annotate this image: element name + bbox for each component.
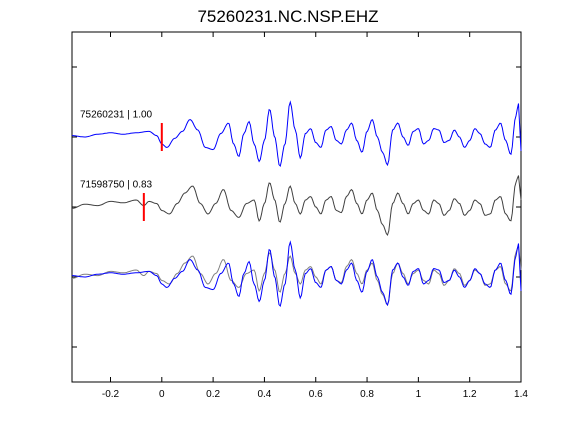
x-tick-label: 1 xyxy=(416,389,422,400)
template-trace xyxy=(72,100,522,167)
x-tick-label: 0.4 xyxy=(257,389,271,400)
x-tick-label: 0.2 xyxy=(206,389,220,400)
x-tick-label: 0 xyxy=(159,389,165,400)
x-tick-label: 1.2 xyxy=(463,389,477,400)
x-tick-label: -0.2 xyxy=(102,389,120,400)
chart-title: 75260231.NC.NSP.EHZ xyxy=(197,7,378,26)
x-tick-label: 0.8 xyxy=(360,389,374,400)
overlay-template-trace xyxy=(72,240,522,307)
waveform-traces xyxy=(71,100,522,307)
x-tick-label: 1.4 xyxy=(514,389,528,400)
axis-ticks: -0.2 0 0.2 0.4 0.6 0.8 1 1.2 1.4 xyxy=(72,32,528,400)
trace-label: 75260231 | 1.00 xyxy=(80,109,153,120)
x-tick-label: 0.6 xyxy=(309,389,323,400)
match-trace xyxy=(71,175,522,237)
trace-label: 71598750 | 0.83 xyxy=(80,179,153,190)
trace-labels: 75260231 | 1.00 71598750 | 0.83 xyxy=(80,109,153,190)
plot-frame xyxy=(71,31,522,383)
pick-markers xyxy=(142,123,163,221)
